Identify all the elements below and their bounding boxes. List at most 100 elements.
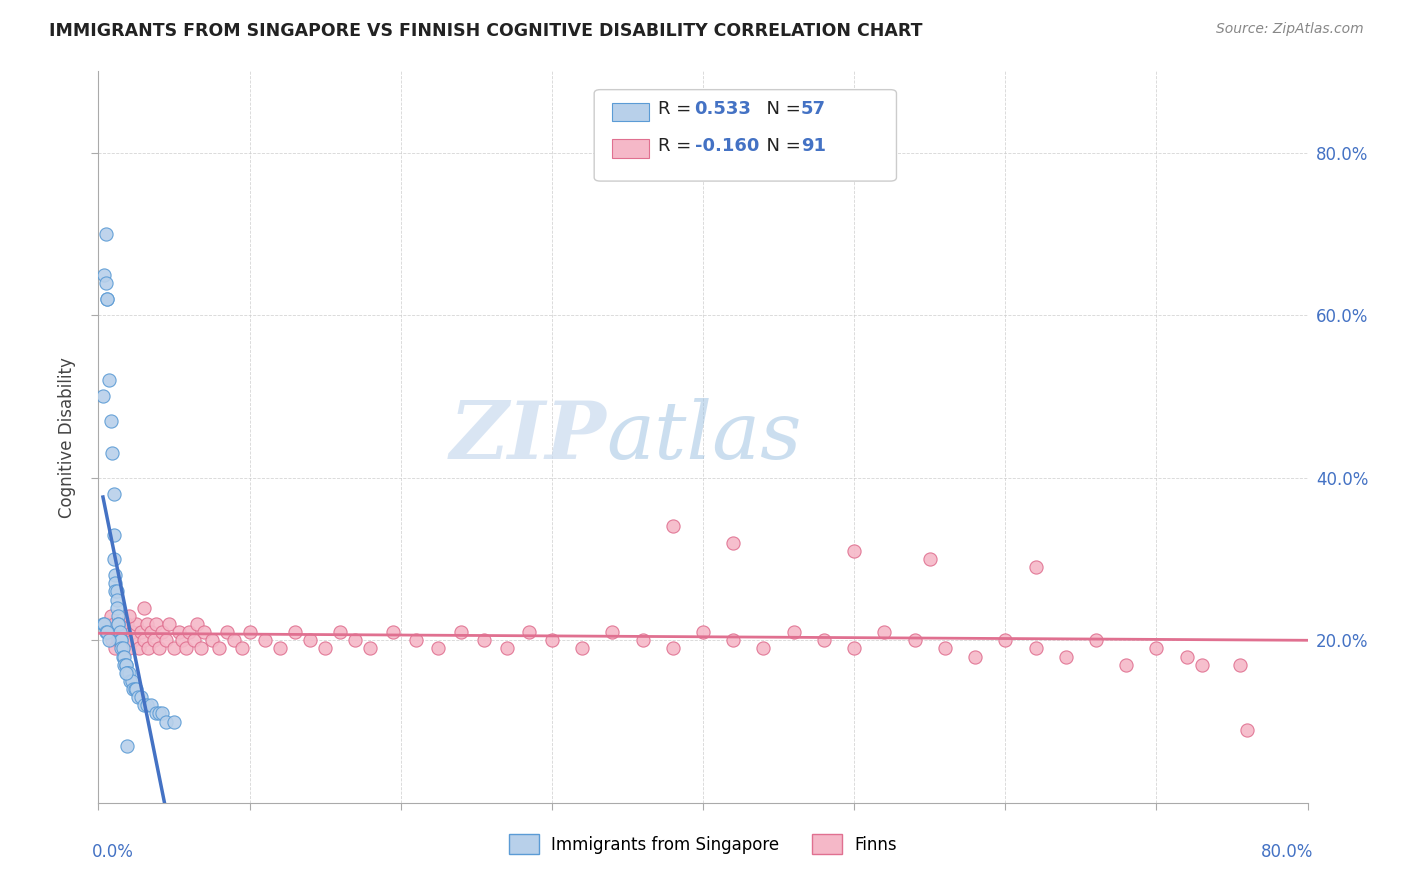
Point: [111, 649, 134, 664]
Point: [115, 739, 138, 753]
Point: [122, 681, 145, 696]
Point: [1191, 657, 1213, 672]
Point: [110, 633, 132, 648]
Point: [125, 617, 148, 632]
Point: [94, 617, 117, 632]
Point: [163, 641, 186, 656]
Text: 0.0%: 0.0%: [93, 843, 134, 861]
Point: [98, 625, 121, 640]
Point: [118, 608, 141, 623]
Point: [174, 641, 197, 656]
Point: [215, 625, 238, 640]
Point: [94, 625, 117, 640]
Point: [114, 633, 136, 648]
Point: [934, 641, 956, 656]
Point: [115, 665, 138, 680]
Point: [150, 706, 173, 721]
Point: [1024, 641, 1046, 656]
Point: [103, 617, 125, 632]
Point: [472, 633, 495, 648]
Point: [100, 608, 122, 623]
Point: [114, 665, 136, 680]
Point: [105, 584, 128, 599]
Point: [118, 665, 141, 680]
Point: [135, 617, 157, 632]
Point: [150, 625, 173, 640]
Point: [517, 625, 540, 640]
Point: [141, 698, 163, 713]
Point: [115, 665, 138, 680]
Point: [1229, 657, 1251, 672]
Point: [125, 681, 148, 696]
Point: [121, 673, 143, 688]
Point: [107, 617, 129, 632]
Point: [159, 617, 181, 632]
Point: [495, 641, 517, 656]
Text: N =: N =: [755, 137, 807, 155]
Point: [110, 641, 132, 656]
Point: [108, 625, 131, 640]
Point: [103, 487, 125, 501]
Point: [94, 276, 117, 290]
Point: [1085, 633, 1108, 648]
Point: [427, 641, 450, 656]
Point: [163, 714, 186, 729]
Point: [844, 544, 866, 558]
Point: [329, 625, 352, 640]
Text: 91: 91: [801, 137, 825, 155]
Point: [602, 625, 624, 640]
Point: [1175, 649, 1198, 664]
Text: atlas: atlas: [606, 399, 801, 475]
Point: [112, 625, 135, 640]
Point: [965, 649, 987, 664]
Text: ZIP: ZIP: [450, 399, 606, 475]
Point: [91, 617, 114, 632]
Point: [104, 641, 127, 656]
Text: IMMIGRANTS FROM SINGAPORE VS FINNISH COGNITIVE DISABILITY CORRELATION CHART: IMMIGRANTS FROM SINGAPORE VS FINNISH COG…: [49, 22, 922, 40]
Point: [101, 633, 124, 648]
Point: [101, 446, 124, 460]
Point: [93, 268, 115, 282]
Point: [91, 389, 114, 403]
Point: [783, 625, 806, 640]
Point: [128, 641, 150, 656]
Point: [450, 625, 472, 640]
Point: [571, 641, 593, 656]
Point: [135, 698, 157, 713]
Point: [127, 690, 149, 705]
Point: [145, 706, 167, 721]
Point: [179, 625, 201, 640]
Point: [110, 617, 132, 632]
Point: [155, 633, 177, 648]
Point: [132, 633, 155, 648]
Point: [186, 617, 208, 632]
Point: [1115, 657, 1137, 672]
Point: [239, 625, 262, 640]
Point: [122, 633, 145, 648]
Text: N =: N =: [755, 101, 807, 119]
Point: [208, 641, 231, 656]
Point: [844, 641, 866, 656]
Point: [115, 617, 138, 632]
Point: [1054, 649, 1077, 664]
Point: [111, 641, 134, 656]
Point: [118, 641, 141, 656]
Text: R =: R =: [658, 101, 697, 119]
Point: [114, 657, 136, 672]
Point: [723, 535, 745, 549]
Y-axis label: Cognitive Disability: Cognitive Disability: [58, 357, 76, 517]
FancyBboxPatch shape: [595, 90, 897, 181]
Point: [107, 617, 129, 632]
Point: [143, 633, 166, 648]
Point: [155, 714, 177, 729]
Point: [723, 633, 745, 648]
Point: [141, 625, 163, 640]
Point: [120, 673, 142, 688]
Point: [284, 625, 307, 640]
Point: [96, 625, 118, 640]
Point: [105, 625, 128, 640]
Point: [145, 617, 167, 632]
Point: [314, 641, 336, 656]
Point: [405, 633, 427, 648]
Point: [692, 625, 714, 640]
